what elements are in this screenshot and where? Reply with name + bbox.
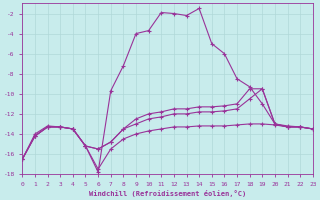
X-axis label: Windchill (Refroidissement éolien,°C): Windchill (Refroidissement éolien,°C) xyxy=(89,190,246,197)
